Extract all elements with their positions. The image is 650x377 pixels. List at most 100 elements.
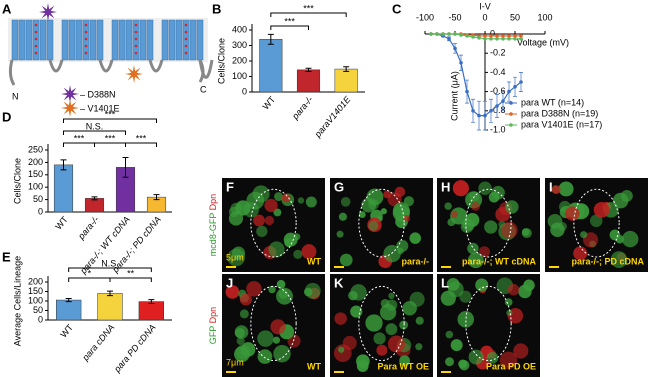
cell — [499, 351, 518, 370]
x-tick-label: para PD cDNA — [111, 322, 157, 374]
helix — [11, 19, 19, 61]
scale-label: 5μm — [226, 252, 244, 262]
y-tick-label: 50 — [33, 305, 43, 315]
cell — [340, 196, 351, 207]
charge — [34, 23, 38, 27]
point — [507, 37, 511, 41]
helix — [39, 19, 47, 61]
x-tick-label: 50 — [510, 12, 520, 22]
point — [513, 85, 517, 89]
image-label: WT — [307, 256, 321, 266]
cell — [239, 309, 249, 319]
y-tick-label: 250 — [28, 144, 43, 154]
significance-bracket — [63, 118, 157, 123]
point — [501, 34, 505, 38]
cell — [338, 212, 348, 221]
point — [507, 34, 511, 38]
cell — [268, 285, 276, 294]
cell — [380, 208, 387, 215]
point — [459, 61, 463, 65]
y-tick-label: 200 — [28, 276, 43, 286]
point — [447, 32, 451, 36]
cell — [358, 211, 366, 219]
significance-bracket — [68, 267, 152, 272]
cell — [504, 298, 513, 306]
clone-outline — [250, 188, 297, 258]
cell — [268, 241, 285, 258]
legend-label: para D388N (n=19) — [521, 108, 598, 118]
cell — [239, 293, 252, 306]
mutation-label: – V1401E — [80, 103, 120, 113]
cell — [565, 206, 580, 221]
point — [477, 36, 481, 40]
charge — [84, 30, 88, 34]
cell — [609, 229, 621, 241]
x-tick-label: para-/- — [76, 214, 101, 242]
panel-letter: E — [2, 249, 11, 264]
scale-bar — [226, 266, 236, 268]
cell — [243, 202, 259, 218]
charge — [34, 51, 38, 55]
helix — [161, 19, 169, 61]
helix — [196, 19, 204, 61]
cell — [484, 220, 498, 234]
point — [519, 37, 523, 41]
y-tick-label: 0 — [38, 314, 43, 324]
cell — [301, 244, 317, 260]
loop — [48, 59, 64, 73]
x-tick-label: -100 — [416, 12, 434, 22]
y-tick-label: -0.4 — [490, 67, 506, 77]
cell — [403, 214, 411, 223]
cell — [610, 251, 628, 269]
y-axis-label: Average Cells/Lineage — [12, 256, 22, 346]
cell — [467, 252, 484, 269]
cell — [293, 249, 303, 259]
x-tick-label: WT — [53, 214, 70, 232]
y-tick-label: 0 — [242, 86, 247, 96]
cell — [459, 360, 470, 371]
significance-bracket — [63, 142, 95, 147]
point — [489, 37, 493, 41]
x-tick-label: paraV1401E — [312, 94, 353, 140]
charge — [84, 23, 88, 27]
x-tick-label: 100 — [537, 12, 552, 22]
cell — [305, 196, 317, 208]
helix — [146, 19, 154, 61]
clone-outline — [358, 188, 405, 258]
charge — [184, 23, 188, 27]
y-tick-label: 100 — [28, 182, 43, 192]
charge — [84, 37, 88, 41]
charge — [34, 37, 38, 41]
scale-bar — [334, 266, 344, 268]
point — [453, 32, 457, 36]
cell — [551, 185, 561, 195]
helix — [89, 19, 97, 61]
chart-title: I-V — [479, 1, 491, 11]
helix — [118, 19, 126, 61]
significance-bracket — [270, 25, 309, 30]
image-letter: J — [226, 275, 233, 290]
cell — [252, 185, 270, 203]
cell — [234, 325, 249, 339]
cell — [264, 215, 274, 226]
bar — [56, 299, 82, 321]
error-bar — [60, 159, 67, 171]
cell — [475, 278, 489, 292]
point — [429, 32, 433, 36]
panel-letter: C — [392, 1, 402, 16]
panel-letter: A — [2, 1, 12, 16]
cell — [356, 360, 369, 372]
image-letter: K — [334, 275, 344, 290]
helix — [61, 19, 69, 61]
c-label: C — [200, 84, 207, 94]
point — [471, 109, 475, 113]
x-tick-label: para cDNA — [80, 322, 117, 363]
bar — [97, 293, 123, 321]
point — [465, 89, 469, 94]
image-letter: L — [441, 275, 449, 290]
y-tick-label: -1.0 — [490, 124, 506, 134]
x-tick-label: para-/- — [290, 94, 315, 122]
cell — [342, 335, 357, 351]
cell — [399, 355, 411, 367]
